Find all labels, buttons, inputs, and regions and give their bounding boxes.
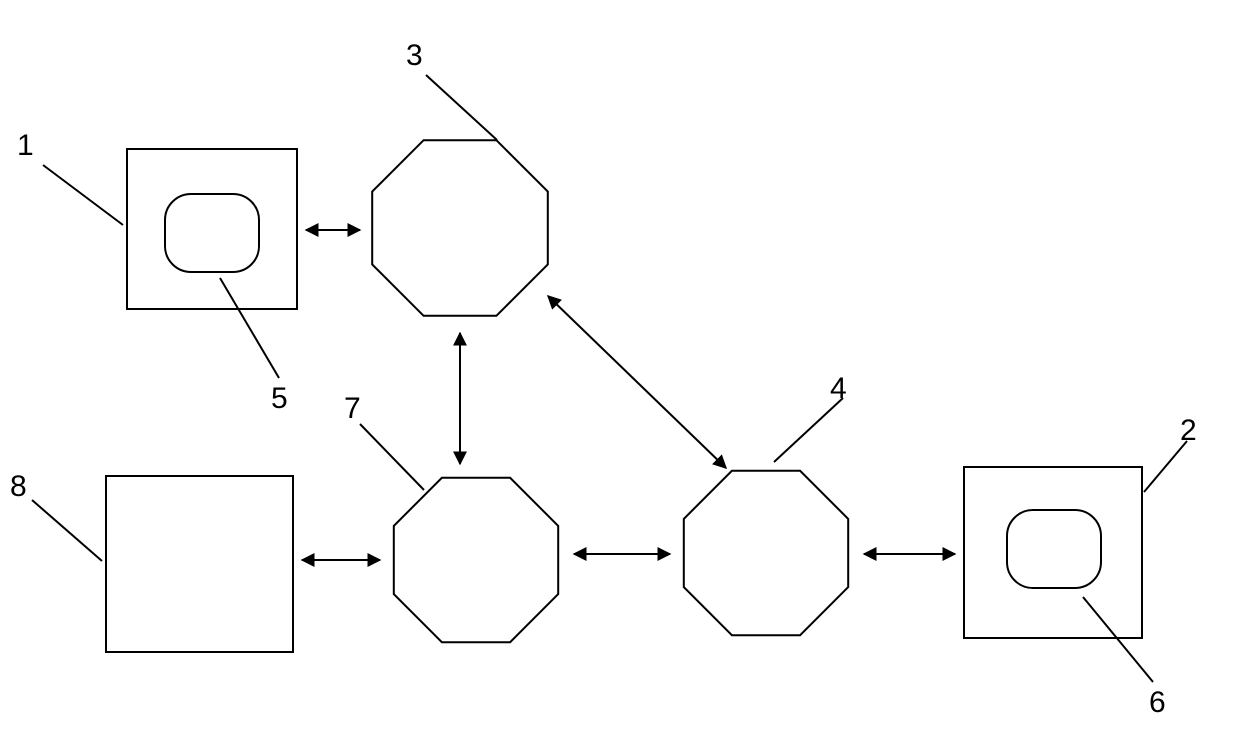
label-2: 2 (1180, 414, 1197, 447)
node-octagon-3 (372, 140, 548, 316)
node-square-2 (964, 467, 1142, 638)
node-square-8 (106, 476, 293, 652)
leader-line-2 (1144, 441, 1187, 492)
leader-line-5 (220, 278, 279, 378)
node-roundrect-5 (165, 194, 259, 272)
double-arrow-5 (548, 296, 726, 468)
label-1: 1 (17, 129, 34, 162)
label-8: 8 (10, 470, 27, 503)
leader-line-7 (360, 424, 424, 490)
node-octagon-4 (684, 471, 848, 635)
leader-line-3 (426, 75, 497, 140)
label-5: 5 (271, 382, 288, 415)
leader-line-1 (43, 165, 123, 225)
node-octagon-7 (394, 478, 558, 642)
node-square-1 (127, 149, 297, 309)
leader-line-8 (32, 500, 102, 561)
label-4: 4 (830, 372, 847, 405)
label-7: 7 (344, 392, 361, 425)
node-roundrect-6 (1007, 510, 1101, 588)
label-3: 3 (406, 39, 423, 72)
leader-line-4 (774, 398, 843, 462)
diagram-canvas: 1 3 5 7 8 4 2 6 (0, 0, 1240, 737)
label-6: 6 (1149, 686, 1166, 719)
